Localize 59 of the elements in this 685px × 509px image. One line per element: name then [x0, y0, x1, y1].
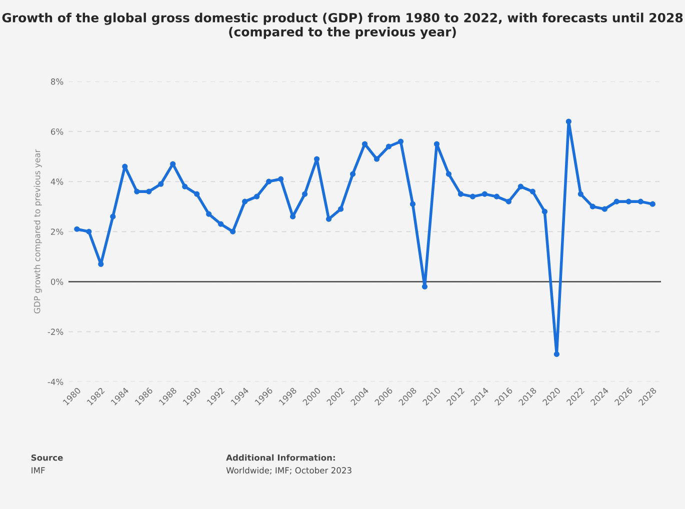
- text: IMF: [32, 467, 45, 474]
- y-tick-label: 6%: [51, 128, 64, 135]
- point: [482, 191, 488, 197]
- y-tick-label: 4%: [50, 178, 64, 185]
- point: [314, 156, 320, 162]
- text: Additional Information:: [226, 454, 335, 461]
- point: [206, 211, 212, 217]
- point: [254, 194, 260, 200]
- point: [398, 138, 404, 144]
- point: [602, 206, 608, 212]
- chart-title: Growth of the global gross domestic product (GDP) from 1980 to 2022, with forecasts until 2028 (compared to the previous year): [2, 12, 683, 40]
- point: [638, 198, 644, 204]
- point: [242, 198, 248, 204]
- y-axis-title: GDP growth compared to previous year: [34, 149, 42, 314]
- point: [158, 181, 164, 187]
- point: [410, 201, 416, 207]
- point: [578, 191, 584, 197]
- point: [110, 214, 116, 220]
- point: [326, 216, 332, 222]
- y-tick-label: 0%: [50, 278, 64, 285]
- point: [590, 204, 596, 210]
- point: [470, 194, 476, 200]
- y-tick-label: -2%: [48, 328, 64, 335]
- text: Worldwide; IMF; October 2023: [226, 467, 352, 474]
- point: [458, 191, 464, 197]
- point: [266, 178, 272, 184]
- point: [146, 188, 152, 194]
- y-tick-label: 8%: [50, 78, 64, 85]
- point: [278, 176, 284, 182]
- point: [86, 228, 92, 234]
- point: [374, 156, 380, 162]
- point: [614, 198, 620, 204]
- point: [182, 184, 188, 190]
- point: [194, 191, 200, 197]
- point: [506, 198, 512, 204]
- point: [170, 161, 176, 167]
- y-tick-label: -4%: [48, 378, 64, 386]
- point: [626, 198, 632, 204]
- point: [134, 188, 140, 194]
- point: [302, 191, 308, 197]
- point: [350, 171, 356, 177]
- point: [542, 208, 548, 214]
- point: [230, 228, 236, 234]
- y-tick-label: 2%: [51, 228, 64, 235]
- point: [218, 221, 224, 227]
- text: Source: [31, 454, 63, 461]
- point: [566, 118, 572, 124]
- point: [362, 141, 368, 147]
- point: [518, 184, 524, 190]
- point: [422, 284, 428, 290]
- point: [554, 351, 560, 357]
- point: [494, 194, 500, 200]
- point: [434, 141, 440, 147]
- point: [74, 226, 80, 232]
- point: [650, 201, 656, 207]
- point: [530, 188, 536, 194]
- point: [386, 144, 392, 150]
- point: [446, 171, 452, 177]
- point: [338, 206, 344, 212]
